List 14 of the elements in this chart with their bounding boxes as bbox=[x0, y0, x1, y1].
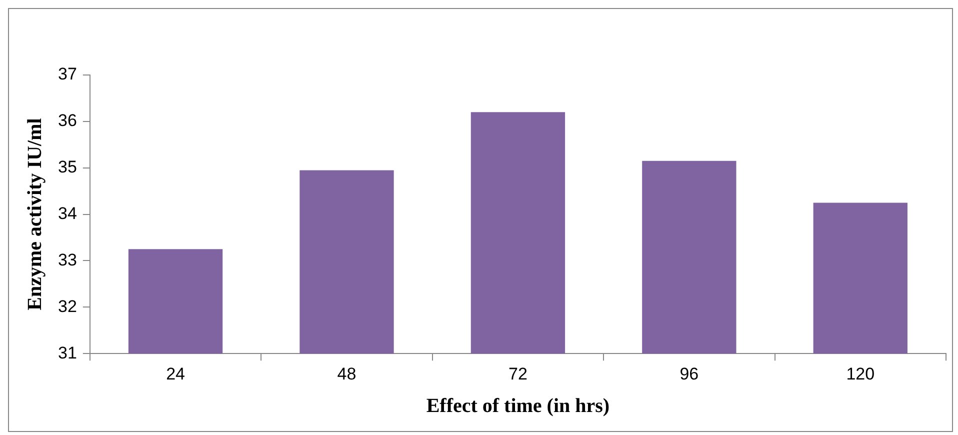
x-tick-label: 96 bbox=[680, 364, 699, 384]
x-tick-label: 48 bbox=[337, 364, 356, 384]
y-tick-label: 32 bbox=[58, 296, 77, 316]
y-tick-label: 33 bbox=[58, 250, 77, 270]
x-tick-label: 120 bbox=[846, 364, 875, 384]
y-tick-label: 37 bbox=[58, 64, 77, 84]
x-tick-label: 24 bbox=[166, 364, 185, 384]
y-tick-label: 31 bbox=[58, 343, 77, 362]
y-axis-title: Enzyme activity IU/ml bbox=[24, 118, 46, 310]
y-tick-label: 36 bbox=[58, 111, 77, 130]
y-tick-label: 34 bbox=[58, 204, 77, 223]
x-axis-title: Effect of time (in hrs) bbox=[426, 395, 610, 418]
y-tick-label: 35 bbox=[58, 158, 77, 177]
x-tick-label: 72 bbox=[508, 364, 528, 384]
